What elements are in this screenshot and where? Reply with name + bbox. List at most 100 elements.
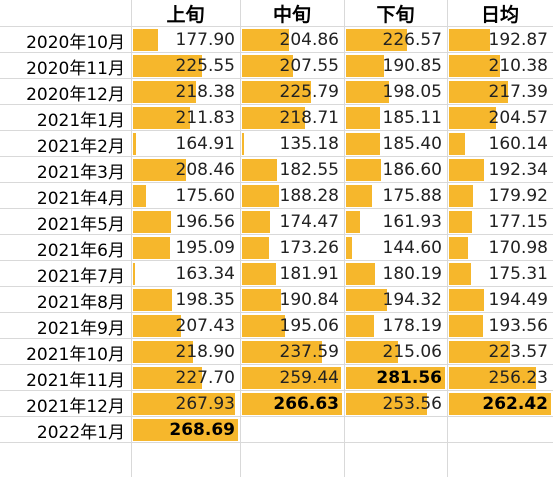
data-bar [449,81,508,103]
data-bar [242,263,276,285]
table-cell: 192.34 [447,157,553,183]
cell-value: 267.93 [175,394,235,414]
row-label: 2021年10月 [26,344,125,365]
data-bar [242,367,341,389]
table-cell: 208.46 [131,157,240,183]
cell-value: 204.57 [488,108,548,128]
cell-value: 207.43 [175,316,235,336]
table-cell: 135.18 [240,131,344,157]
data-bar [346,367,445,389]
cell-value: 215.06 [382,342,442,362]
row-divider [0,130,553,131]
cell-value: 266.63 [273,394,339,414]
cell-value: 164.91 [175,134,235,154]
cell-value: 225.79 [279,82,339,102]
cell-value: 217.39 [488,82,548,102]
data-bar [346,237,352,259]
cell-value: 218.90 [175,342,235,362]
row-divider [0,234,553,235]
data-bar [133,159,186,181]
data-bar [242,159,277,181]
cell-value: 237.59 [279,342,339,362]
table-cell: 192.87 [447,27,553,53]
data-bar [133,237,170,259]
row-divider [0,312,553,313]
data-bar [242,133,244,155]
row-label: 2021年3月 [36,162,125,183]
data-bar [449,55,500,77]
cell-value: 196.56 [175,212,235,232]
data-bar [449,133,465,155]
data-bar [133,211,171,233]
table-cell: 207.55 [240,53,344,79]
table-cell: 195.09 [131,235,240,261]
table-cell: 173.26 [240,235,344,261]
table-cell: 198.05 [344,79,447,105]
table-cell: 175.31 [447,261,553,287]
table-cell: 223.57 [447,339,553,365]
table-cell: 190.85 [344,53,447,79]
cell-value: 226.57 [382,30,442,50]
table-cell: 262.42 [447,391,553,417]
cell-value: 192.87 [488,30,548,50]
table-cell: 256.23 [447,365,553,391]
data-bar [346,107,380,129]
data-bar [346,263,375,285]
table-cell: 196.56 [131,209,240,235]
data-bar [346,185,372,207]
cell-value: 163.34 [175,264,235,284]
data-bar [133,55,202,77]
row-divider [0,286,553,287]
table-cell: 177.90 [131,27,240,53]
table-cell [447,417,553,443]
row-label: 2021年6月 [36,240,125,261]
table-cell: 174.47 [240,209,344,235]
table-cell: 180.19 [344,261,447,287]
row-divider [0,78,553,79]
cell-value: 144.60 [382,238,442,258]
cell-value: 192.34 [488,160,548,180]
row-divider [0,156,553,157]
data-bar [449,185,473,207]
data-bar [346,341,398,363]
row-label: 2021年4月 [36,188,125,209]
cell-value: 194.32 [382,290,442,310]
data-bar [346,159,381,181]
cell-value: 170.98 [488,238,548,258]
table-cell: 186.60 [344,157,447,183]
table-cell: 218.71 [240,105,344,131]
table-cell: 215.06 [344,339,447,365]
cell-value: 193.56 [488,316,548,336]
table-cell: 253.56 [344,391,447,417]
cell-value: 190.84 [279,290,339,310]
data-bar [133,185,146,207]
data-bar [242,237,269,259]
cell-value: 253.56 [382,394,442,414]
table-cell: 225.79 [240,79,344,105]
cell-value: 179.92 [488,186,548,206]
table-cell: 226.57 [344,27,447,53]
data-bar [242,29,289,51]
table-cell: 207.43 [131,313,240,339]
data-bar [346,29,407,51]
table-cell: 198.35 [131,287,240,313]
data-bar [242,81,311,103]
table-cell: 210.38 [447,53,553,79]
row-divider [0,338,553,339]
row-label: 2021年5月 [36,214,125,235]
data-bar [449,393,551,415]
cell-value: 210.38 [488,56,548,76]
table-cell: 204.57 [447,105,553,131]
cell-value: 208.46 [175,160,235,180]
data-bar [133,315,181,337]
cell-value: 227.70 [175,368,235,388]
table-cell [240,417,344,443]
cell-value: 256.23 [488,368,548,388]
table-cell: 185.40 [344,131,447,157]
data-bar [449,107,496,129]
table-cell: 281.56 [344,365,447,391]
data-bar [242,341,322,363]
table-cell: 188.28 [240,183,344,209]
cell-value: 161.93 [382,212,442,232]
